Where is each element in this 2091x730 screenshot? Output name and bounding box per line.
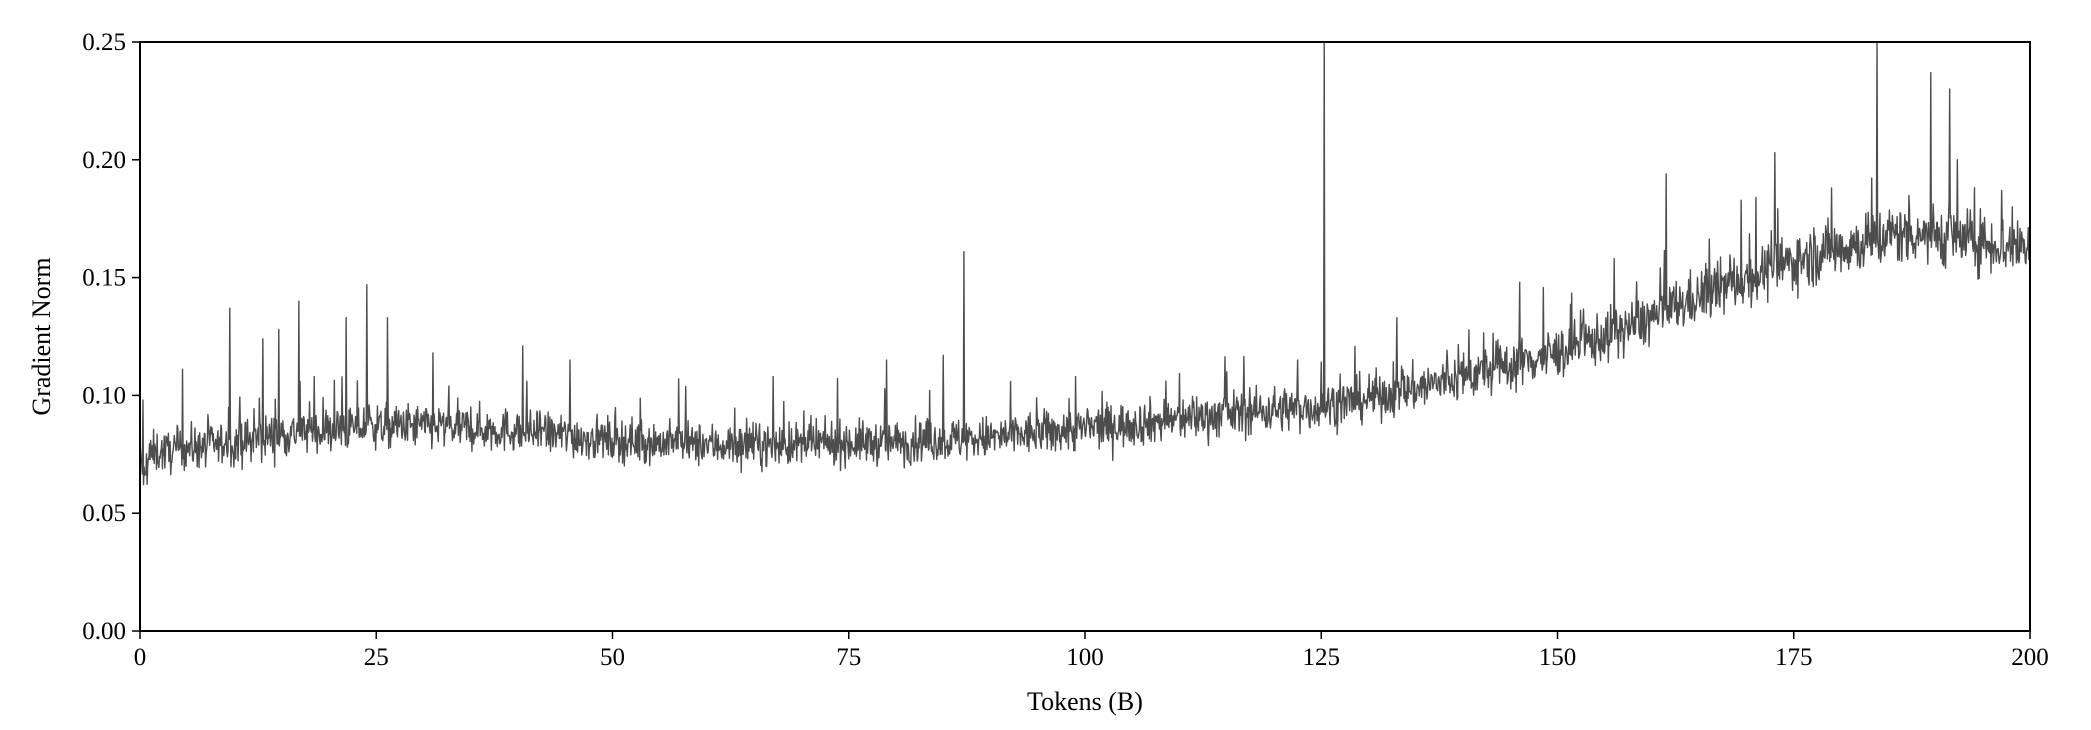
x-tick-label: 75 [836, 644, 861, 671]
y-tick-label: 0.10 [82, 382, 126, 409]
y-tick-label: 0.15 [82, 265, 126, 292]
plot-frame [139, 41, 2031, 632]
x-tick-label: 125 [1303, 644, 1341, 671]
y-tick-label: 0.05 [82, 500, 126, 527]
x-tick-label: 25 [364, 644, 389, 671]
x-tick-label: 0 [134, 644, 147, 671]
y-tick-label: 0.20 [82, 147, 126, 174]
x-tick-label: 200 [2011, 644, 2049, 671]
gradient-norm-line [140, 42, 2030, 486]
x-tick-label: 150 [1539, 644, 1577, 671]
y-axis-ticks: 0.00 0.05 0.10 0.15 0.20 0.25 [82, 29, 140, 645]
y-tick-label: 0.00 [82, 618, 126, 645]
x-axis-label: Tokens (B) [1027, 687, 1143, 716]
x-tick-label: 50 [600, 644, 625, 671]
x-tick-label: 100 [1066, 644, 1104, 671]
y-tick-label: 0.25 [82, 29, 126, 56]
x-tick-label: 175 [1775, 644, 1813, 671]
series-layer [140, 42, 2030, 486]
x-axis-ticks: 0 25 50 75 100 125 150 175 200 [134, 631, 2049, 671]
y-axis-label: Gradient Norm [27, 257, 56, 415]
